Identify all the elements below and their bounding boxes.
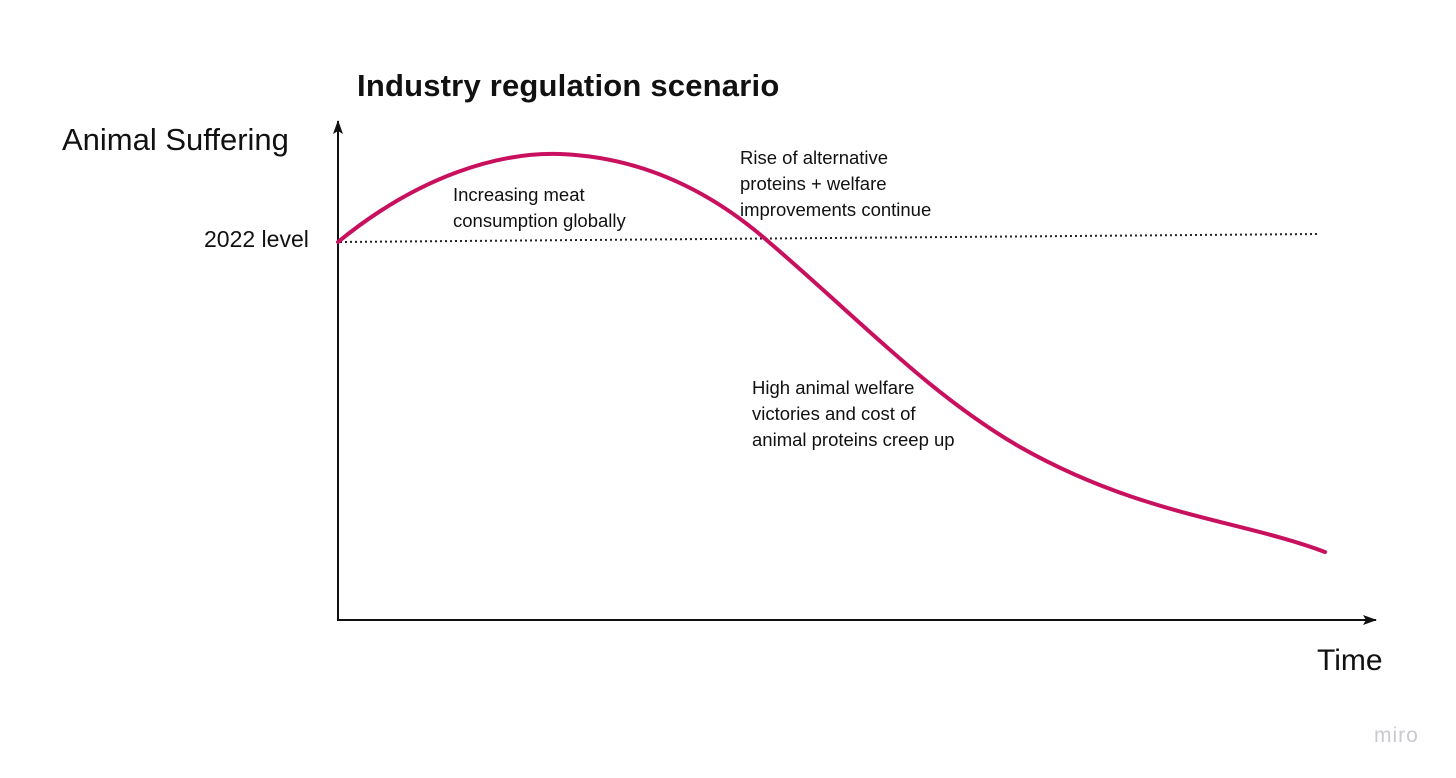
x-axis-label: Time	[1317, 644, 1383, 677]
annotation-alternative-proteins: Rise of alternative proteins + welfare i…	[740, 145, 931, 223]
y-axis-label: Animal Suffering	[62, 122, 289, 157]
suffering-curve	[336, 151, 1327, 554]
annotation-line: Rise of alternative	[740, 147, 889, 168]
annotation-line: Increasing meat	[453, 184, 585, 205]
annotation-increasing-consumption: Increasing meat consumption globally	[453, 182, 626, 234]
annotation-line: High animal welfare	[752, 377, 915, 398]
reference-line-label: 2022 level	[204, 226, 309, 252]
annotation-line: animal proteins creep up	[752, 429, 955, 450]
annotation-line: improvements continue	[740, 199, 932, 220]
annotation-welfare-victories: High animal welfare victories and cost o…	[752, 375, 955, 453]
annotation-line: victories and cost of	[752, 403, 916, 424]
miro-watermark: miro	[1374, 724, 1419, 747]
annotation-line: consumption globally	[453, 210, 626, 231]
chart-title: Industry regulation scenario	[357, 68, 780, 103]
annotation-line: proteins + welfare	[740, 173, 887, 194]
reference-line-2022	[339, 233, 1319, 243]
